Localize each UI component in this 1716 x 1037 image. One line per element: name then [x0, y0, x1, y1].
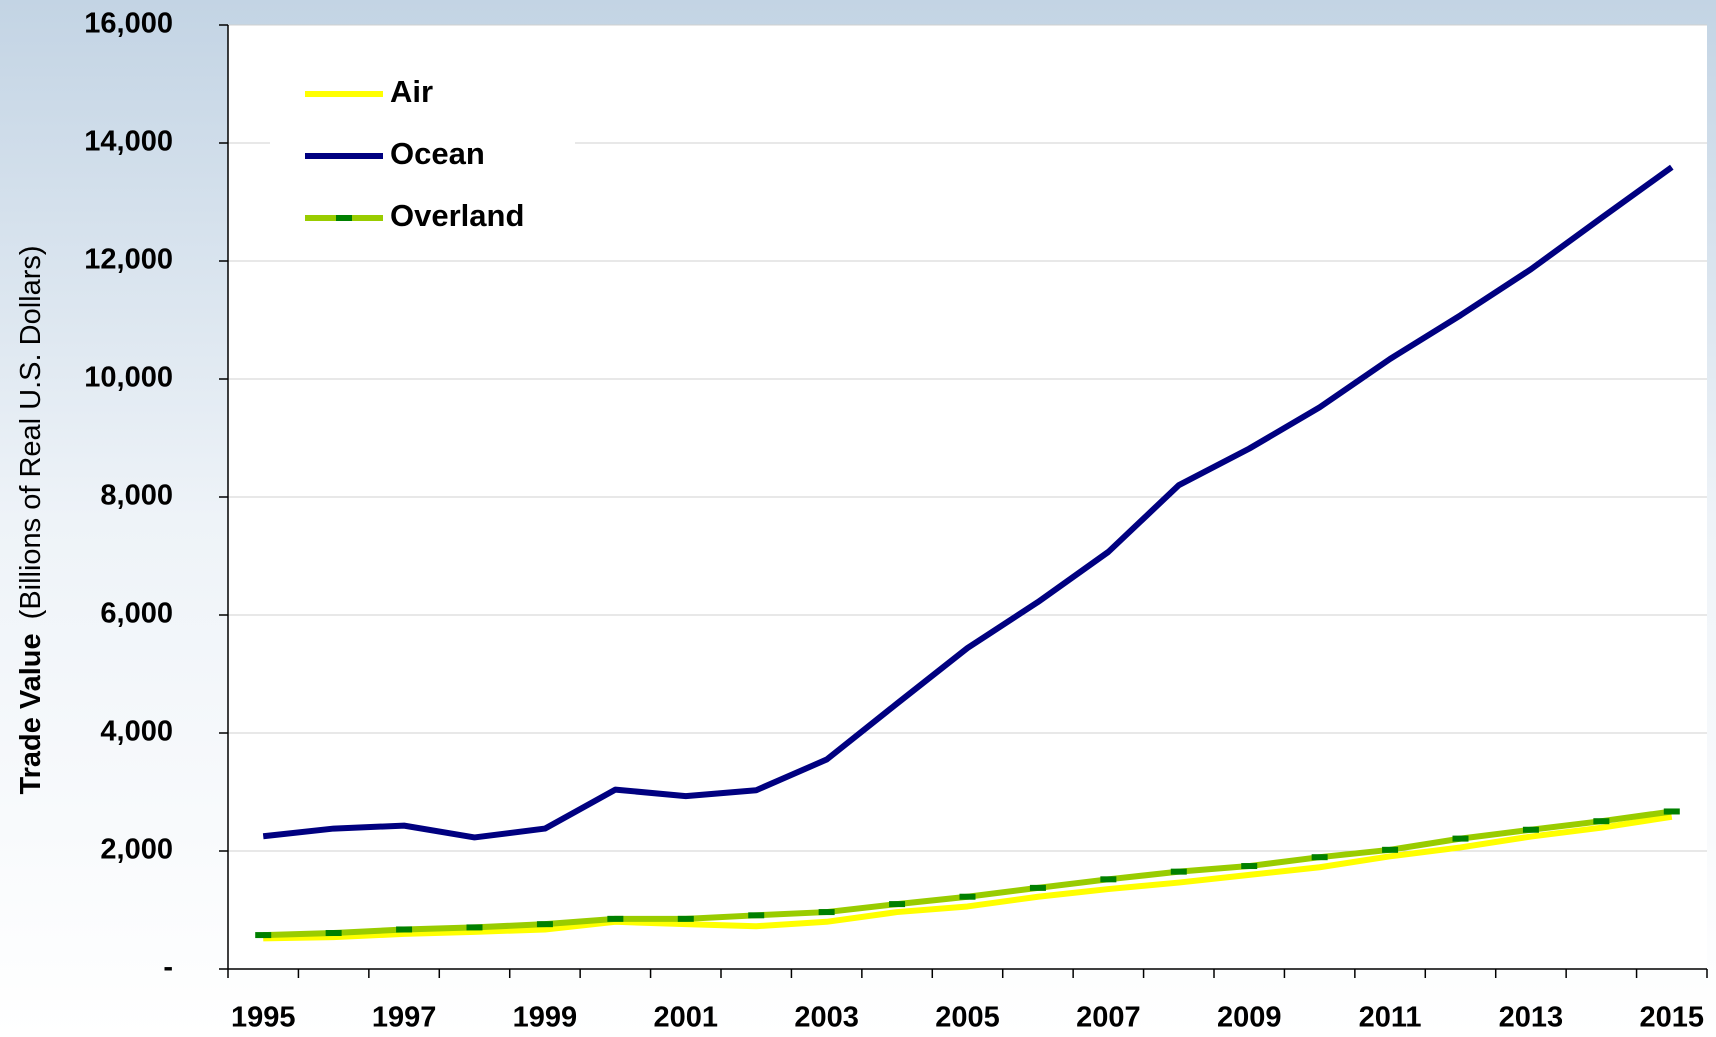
x-tick-label: 1997	[372, 1002, 437, 1034]
point-marker	[255, 932, 272, 939]
y-tick-label: 12,000	[84, 244, 173, 276]
x-tick-label: 1999	[513, 1002, 578, 1034]
y-tick-label: 8,000	[100, 480, 173, 512]
point-marker	[677, 915, 694, 922]
legend-label: Air	[390, 74, 433, 109]
y-axis-label: Trade Value (Billions of Real U.S. Dollar…	[15, 245, 47, 794]
point-marker	[1311, 854, 1328, 861]
point-marker	[1663, 808, 1680, 815]
point-marker	[466, 924, 483, 931]
x-tick-label: 2003	[794, 1002, 859, 1034]
point-marker	[536, 921, 553, 928]
series-line	[262, 164, 1674, 841]
point-marker	[325, 930, 342, 937]
point-marker	[607, 915, 624, 922]
x-tick-label: 2013	[1499, 1002, 1564, 1034]
point-marker	[889, 901, 906, 908]
series-line	[263, 813, 1673, 942]
point-marker	[1452, 835, 1469, 842]
y-tick-label: 16,000	[84, 8, 173, 40]
y-tick-label: 10,000	[84, 362, 173, 394]
x-tick-label: 2005	[935, 1002, 1000, 1034]
point-marker	[1522, 826, 1539, 833]
x-tick-label: 2001	[654, 1002, 719, 1034]
x-tick-label: 2007	[1076, 1002, 1141, 1034]
point-marker	[396, 926, 413, 933]
point-marker	[1100, 876, 1117, 883]
y-axis-title: Trade Value	[15, 633, 47, 794]
x-tick-label: 2009	[1217, 1002, 1282, 1034]
point-marker	[1593, 818, 1610, 825]
y-tick-label: 6,000	[100, 598, 173, 630]
point-marker	[818, 909, 835, 916]
legend: Air Ocean Overland	[270, 65, 575, 255]
x-tick-label: 1995	[231, 1002, 296, 1034]
point-marker	[1241, 863, 1258, 870]
legend-label: Ocean	[390, 136, 485, 171]
legend-label: Overland	[390, 198, 524, 233]
y-axis-unit: (Billions of Real U.S. Dollars)	[15, 245, 47, 619]
y-tick-label: 4,000	[100, 716, 173, 748]
point-marker	[1382, 846, 1399, 853]
point-marker	[1029, 884, 1046, 891]
x-tick-label: 2011	[1359, 1002, 1422, 1034]
y-tick-label: 14,000	[84, 126, 173, 158]
point-marker	[1170, 868, 1187, 875]
point-marker	[959, 893, 976, 900]
point-marker	[748, 912, 765, 919]
y-tick-label: -	[163, 952, 173, 984]
y-tick-label: 2,000	[100, 834, 173, 866]
x-tick-label: 2015	[1640, 1002, 1705, 1034]
legend-marker	[336, 215, 352, 221]
